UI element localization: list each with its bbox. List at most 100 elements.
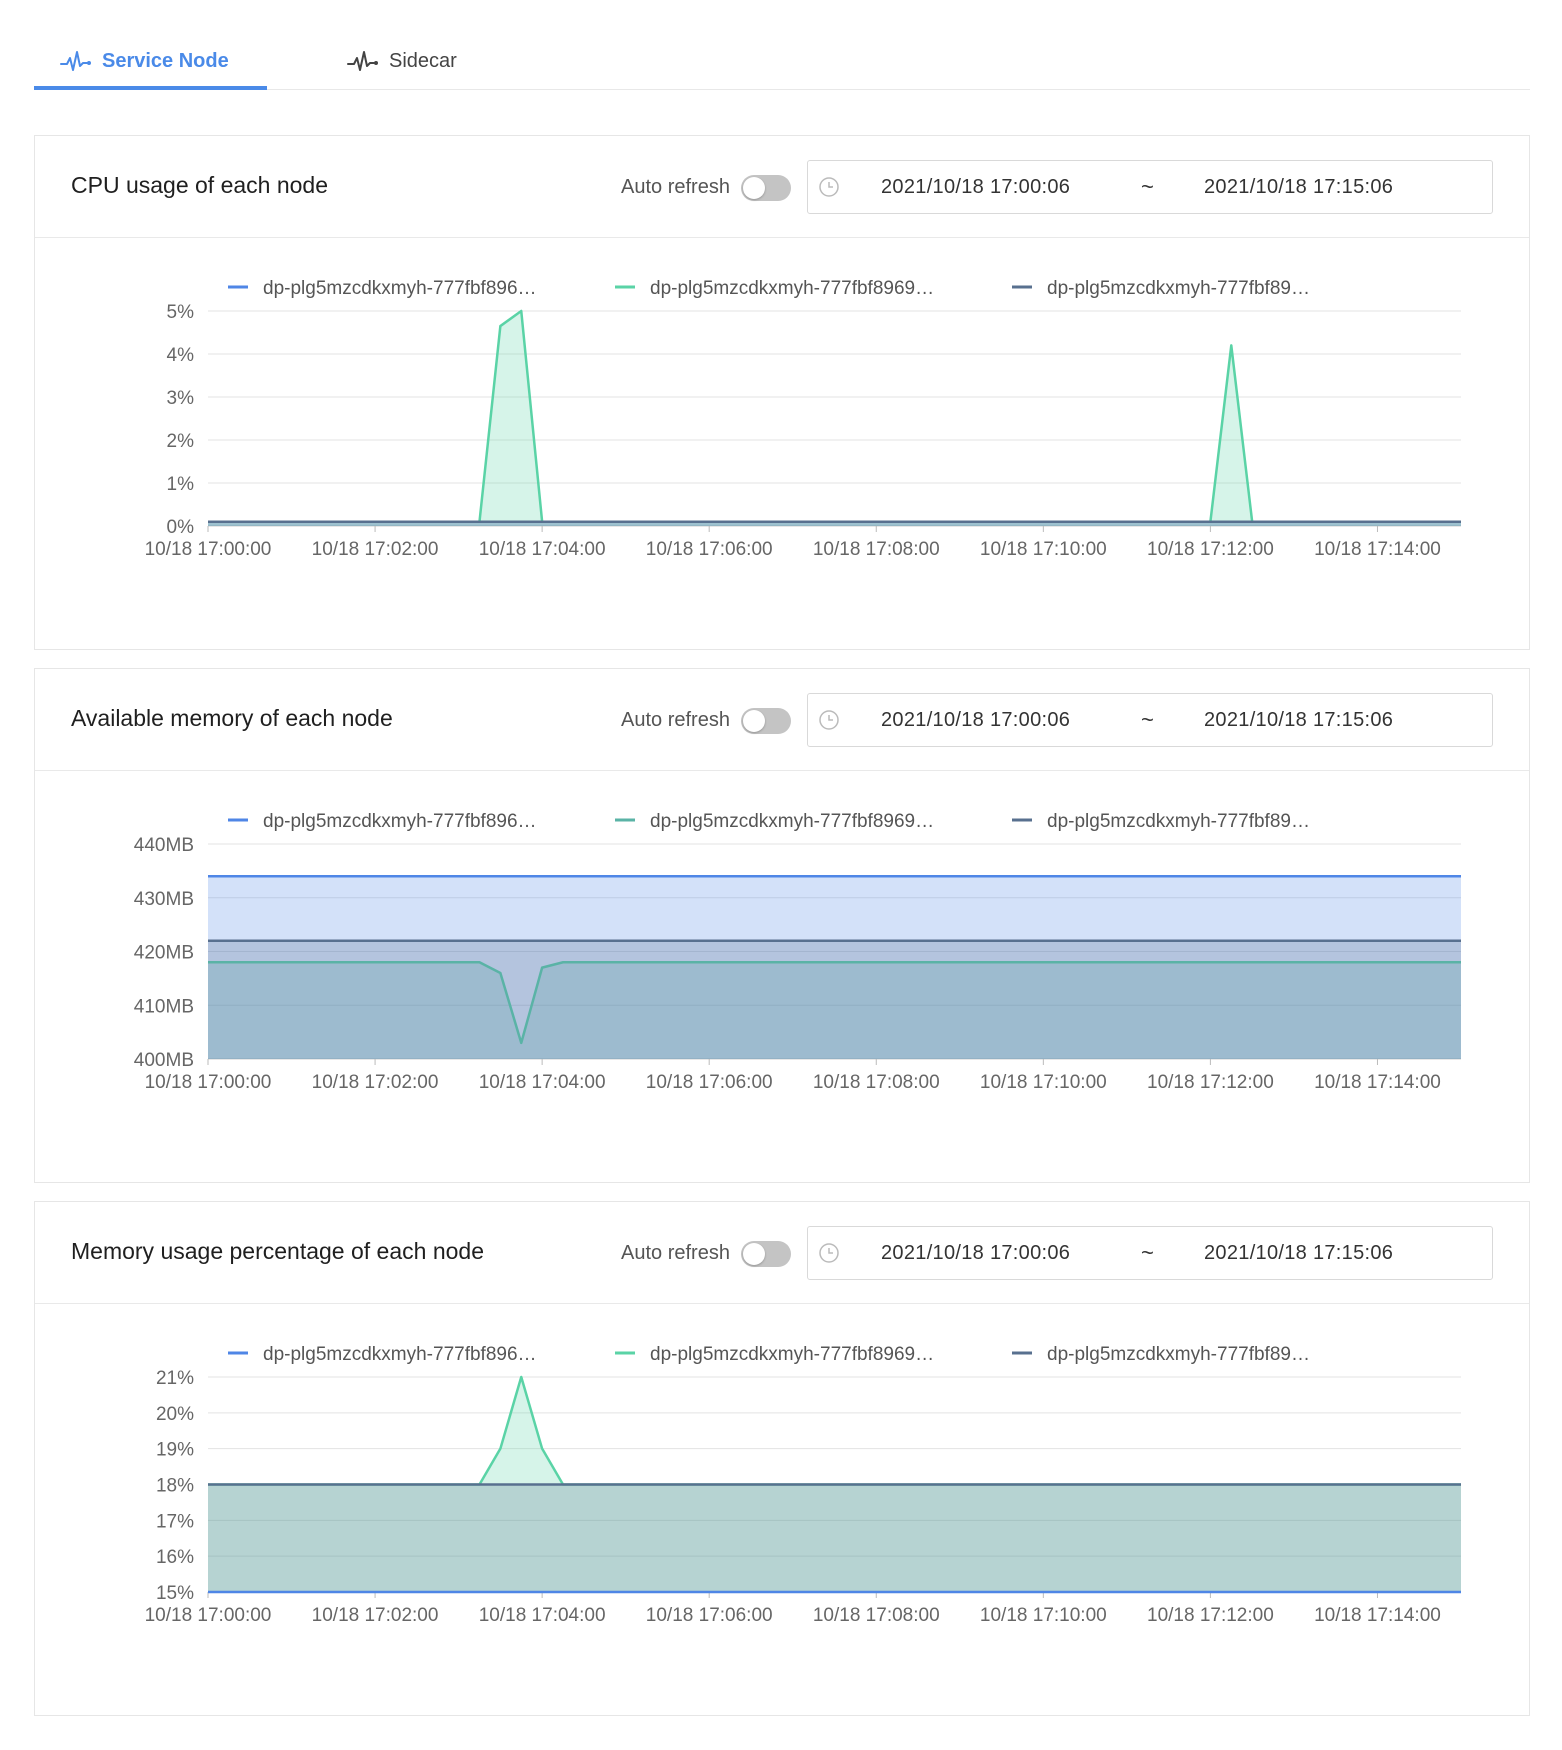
card-header: Available memory of each node Auto refre… [35,669,1529,771]
legend-label: dp-plg5mzcdkxmyh-777fbf8969… [650,811,934,832]
auto-refresh-toggle[interactable] [741,708,791,734]
x-tick-label: 10/18 17:12:00 [1147,1072,1274,1093]
y-tick-label: 4% [167,345,195,366]
date-range-picker[interactable]: 2021/10/18 17:00:06 ~ 2021/10/18 17:15:0… [807,1226,1493,1280]
y-tick-label: 400MB [134,1050,194,1071]
x-tick-label: 10/18 17:04:00 [479,539,606,560]
y-tick-label: 20% [156,1404,194,1425]
auto-refresh-label: Auto refresh [621,1242,730,1264]
y-tick-label: 0% [167,517,195,538]
x-tick-label: 10/18 17:04:00 [479,1605,606,1626]
card-title: Memory usage percentage of each node [71,1238,484,1264]
available-memory-card: Available memory of each node Auto refre… [34,668,1530,1183]
series-line [208,309,1461,523]
range-separator: ~ [1141,174,1154,199]
y-tick-label: 15% [156,1583,194,1604]
x-tick-label: 10/18 17:06:00 [646,1605,773,1626]
clock-icon [819,177,839,197]
auto-refresh-label: Auto refresh [621,176,730,198]
auto-refresh-toggle[interactable] [741,175,791,201]
series-area [208,962,1461,1059]
range-start[interactable]: 2021/10/18 17:00:06 [881,176,1071,198]
card-title: Available memory of each node [71,705,393,731]
cpu-usage-card: CPU usage of each node Auto refresh 2021… [34,135,1530,650]
legend-label: dp-plg5mzcdkxmyh-777fbf896… [263,278,537,299]
x-tick-label: 10/18 17:06:00 [646,539,773,560]
x-tick-label: 10/18 17:08:00 [813,1072,940,1093]
range-separator: ~ [1141,707,1154,732]
x-tick-label: 10/18 17:02:00 [312,1072,439,1093]
y-tick-label: 5% [167,302,195,323]
tab-service-node[interactable]: Service Node [60,44,229,78]
y-tick-label: 3% [167,388,195,409]
range-end[interactable]: 2021/10/18 17:15:06 [1204,1242,1394,1264]
tab-bar: Service Node Sidecar [34,0,1530,90]
y-tick-label: 21% [156,1368,194,1389]
y-tick-label: 19% [156,1440,194,1461]
toggle-knob [743,1243,765,1265]
card-header: Memory usage percentage of each node Aut… [35,1202,1529,1304]
x-tick-label: 10/18 17:00:00 [145,1605,272,1626]
x-tick-label: 10/18 17:00:00 [145,1072,272,1093]
series-area [208,940,1461,1059]
y-tick-label: 440MB [134,835,194,856]
active-tab-indicator [34,86,267,90]
series-area [208,311,1461,526]
x-tick-label: 10/18 17:14:00 [1314,1072,1441,1093]
toggle-knob [743,177,765,199]
available-memory-chart: 400MB 410MB 420MB 430MB 440MB 10/18 17:00:00 1… [134,811,1461,1093]
series-line [208,1375,1461,1486]
card-header: CPU usage of each node Auto refresh 2021… [35,136,1529,238]
x-tick-label: 10/18 17:02:00 [312,1605,439,1626]
auto-refresh-toggle[interactable] [741,1241,791,1267]
legend-label: dp-plg5mzcdkxmyh-777fbf89… [1047,1344,1310,1365]
x-tick-label: 10/18 17:10:00 [980,1605,1107,1626]
y-tick-label: 410MB [134,996,194,1017]
x-tick-label: 10/18 17:12:00 [1147,1605,1274,1626]
legend-label: dp-plg5mzcdkxmyh-777fbf8969… [650,278,934,299]
range-end[interactable]: 2021/10/18 17:15:06 [1204,176,1394,198]
x-tick-label: 10/18 17:08:00 [813,1605,940,1626]
y-tick-label: 1% [167,474,195,495]
memory-usage-chart: 15% 16% 17% 18% 19% 20% 21% 10/18 17:00:00 10/18… [145,1344,1461,1626]
range-end[interactable]: 2021/10/18 17:15:06 [1204,709,1394,731]
series-area [208,876,1461,1059]
x-tick-label: 10/18 17:04:00 [479,1072,606,1093]
tab-sidecar[interactable]: Sidecar [347,44,457,78]
tab-label: Sidecar [389,49,457,72]
legend-label: dp-plg5mzcdkxmyh-777fbf8969… [650,1344,934,1365]
card-title: CPU usage of each node [71,172,329,198]
y-tick-label: 17% [156,1511,194,1532]
x-tick-label: 10/18 17:10:00 [980,1072,1107,1093]
tab-label: Service Node [102,49,229,72]
x-tick-label: 10/18 17:14:00 [1314,539,1441,560]
y-tick-label: 430MB [134,889,194,910]
y-tick-label: 16% [156,1547,194,1568]
date-range-picker[interactable]: 2021/10/18 17:00:06 ~ 2021/10/18 17:15:0… [807,693,1493,747]
legend-label: dp-plg5mzcdkxmyh-777fbf89… [1047,278,1310,299]
x-tick-label: 10/18 17:02:00 [312,539,439,560]
legend-label: dp-plg5mzcdkxmyh-777fbf89… [1047,811,1310,832]
range-separator: ~ [1141,1240,1154,1265]
x-tick-label: 10/18 17:14:00 [1314,1605,1441,1626]
memory-usage-card: Memory usage percentage of each node Aut… [34,1201,1530,1716]
series-area [208,1484,1461,1592]
y-tick-label: 2% [167,431,195,452]
x-tick-label: 10/18 17:12:00 [1147,539,1274,560]
legend-label: dp-plg5mzcdkxmyh-777fbf896… [263,1344,537,1365]
clock-icon [819,1243,839,1263]
series-line [208,961,1461,1045]
pulse-icon [60,51,91,71]
range-start[interactable]: 2021/10/18 17:00:06 [881,709,1071,731]
x-tick-label: 10/18 17:10:00 [980,539,1107,560]
legend-label: dp-plg5mzcdkxmyh-777fbf896… [263,811,537,832]
range-start[interactable]: 2021/10/18 17:00:06 [881,1242,1071,1264]
y-tick-label: 18% [156,1476,194,1497]
toggle-knob [743,710,765,732]
x-tick-label: 10/18 17:08:00 [813,539,940,560]
pulse-icon [347,51,378,71]
date-range-picker[interactable]: 2021/10/18 17:00:06 ~ 2021/10/18 17:15:0… [807,160,1493,214]
auto-refresh-label: Auto refresh [621,709,730,731]
y-tick-label: 420MB [134,943,194,964]
x-tick-label: 10/18 17:06:00 [646,1072,773,1093]
